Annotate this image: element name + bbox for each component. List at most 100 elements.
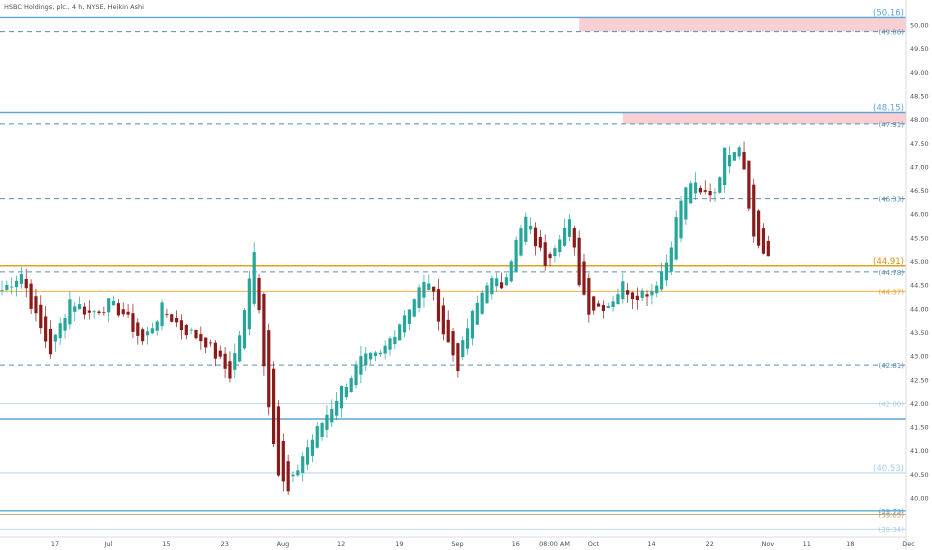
price-tick-19: 49.50 (910, 45, 929, 53)
time-tick-16: Dec (902, 540, 915, 548)
candle-body-51 (247, 278, 251, 330)
candle-body-153 (742, 151, 746, 170)
price-tick-0: 40.00 (910, 495, 929, 503)
candle-body-138 (669, 247, 673, 272)
candle-body-147 (713, 192, 717, 194)
candle-body-24 (116, 303, 120, 316)
price-tick-7: 43.50 (910, 329, 929, 337)
candle-body-37 (179, 320, 184, 330)
candle-body-119 (577, 237, 581, 286)
price-tick-9: 44.50 (910, 282, 929, 290)
candle-body-3 (14, 280, 19, 288)
level-label-9: (42.00) (878, 400, 904, 408)
candle-body-22 (107, 298, 111, 313)
candle-body-87 (422, 282, 426, 298)
level-label-13: (39.65) (878, 512, 904, 520)
candle-body-71 (344, 386, 348, 398)
candle-body-115 (558, 239, 562, 253)
price-tick-17: 48.50 (910, 92, 929, 100)
time-tick-1: Jul (103, 540, 112, 548)
time-tick-12: 22 (706, 540, 714, 548)
candle-body-16 (78, 304, 82, 310)
price-tick-13: 46.50 (910, 187, 929, 195)
level-label-12: (39.73) (878, 508, 904, 516)
candle-body-12 (58, 323, 62, 339)
level-label-7: (44.37) (878, 288, 904, 296)
candle-body-125 (606, 305, 610, 309)
candle-body-50 (242, 310, 247, 349)
candle-body-57 (276, 406, 281, 476)
price-tick-11: 45.50 (910, 234, 929, 242)
candle-body-142 (689, 183, 693, 204)
candle-body-90 (436, 289, 441, 322)
candle-body-10 (48, 328, 53, 355)
candle-body-98 (475, 302, 479, 325)
chart-title: HSBC Holdings, plc., 4 h, NYSE, Heikin A… (4, 3, 144, 11)
time-tick-10: Oct (588, 540, 600, 548)
candle-body-133 (645, 294, 649, 297)
candle-body-9 (44, 316, 48, 342)
candle-body-65 (315, 426, 319, 448)
candle-body-134 (650, 291, 654, 296)
candle-body-79 (383, 345, 387, 354)
price-tick-12: 46.00 (910, 211, 929, 219)
candle-body-100 (485, 285, 489, 304)
price-tick-2: 41.00 (910, 447, 929, 455)
time-tick-7: Sep (451, 540, 463, 548)
candle-body-144 (698, 187, 702, 193)
candle-body-118 (572, 228, 576, 248)
candle-body-70 (339, 385, 344, 409)
candle-body-67 (325, 414, 329, 430)
candle-body-113 (548, 254, 552, 259)
candle-body-94 (456, 343, 460, 371)
candle-body-27 (131, 313, 135, 332)
level-label-6: (44.78) (878, 269, 904, 277)
candle-body-6 (29, 283, 33, 309)
candle-body-28 (136, 322, 140, 336)
candle-body-140 (679, 200, 683, 239)
time-tick-6: 19 (395, 540, 403, 548)
candle-body-31 (150, 328, 154, 334)
candle-body-102 (495, 278, 499, 287)
time-axis[interactable]: 17 Jul 15 23 Aug 12 19 Sep 16 08:00 AM Oct 14 22 Nov 1… (0, 536, 915, 548)
candle-body-42 (204, 337, 208, 348)
candle-body-30 (145, 331, 150, 336)
time-tick-0: 17 (51, 540, 59, 548)
candle-body-66 (320, 422, 324, 437)
candle-body-29 (141, 329, 145, 342)
price-levels (0, 16, 906, 530)
candle-body-131 (635, 295, 639, 301)
price-tick-14: 47.00 (910, 163, 929, 171)
candle-body-136 (660, 271, 664, 290)
candle-body-69 (335, 400, 339, 416)
price-tick-5: 42.50 (910, 376, 929, 384)
level-label-5: (44.91) (873, 257, 904, 267)
candle-body-120 (582, 261, 586, 295)
candle-body-33 (160, 302, 164, 327)
candle-body-34 (165, 314, 169, 316)
level-label-0: (50.16) (873, 8, 904, 18)
candle-body-0 (0, 290, 4, 291)
candle-body-84 (407, 309, 411, 324)
candle-body-47 (228, 361, 232, 379)
candle-body-105 (509, 261, 513, 282)
candle-body-104 (504, 277, 508, 286)
candle-body-26 (126, 311, 130, 315)
candle-body-101 (490, 278, 494, 295)
price-axis[interactable]: 40.00 40.50 41.00 41.50 42.00 42.50 43.00 43.50… (905, 0, 929, 550)
candle-body-156 (757, 210, 761, 246)
price-tick-3: 41.50 (910, 424, 929, 432)
candle-body-14 (68, 299, 72, 325)
candle-body-158 (766, 240, 770, 257)
candle-body-18 (87, 310, 91, 313)
candle-body-92 (446, 319, 450, 343)
candle-body-58 (281, 440, 285, 482)
candle-body-45 (218, 350, 222, 357)
candle-body-139 (674, 217, 678, 260)
candle-body-54 (262, 294, 266, 367)
candle-body-117 (567, 219, 572, 237)
candle-body-5 (24, 279, 28, 289)
candle-body-2 (10, 286, 14, 288)
candle-body-52 (252, 252, 256, 304)
